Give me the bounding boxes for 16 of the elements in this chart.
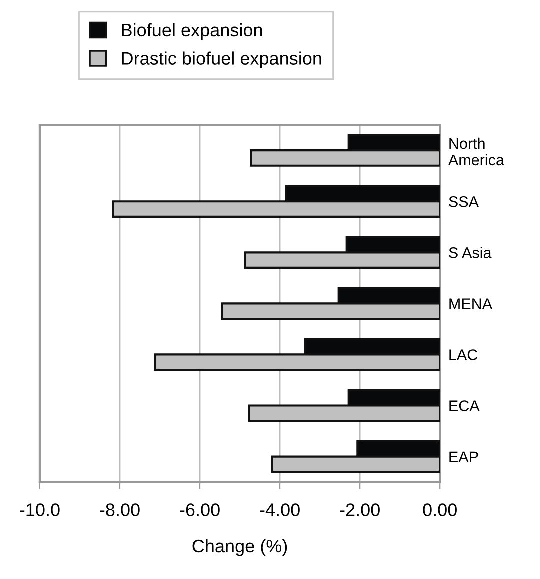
y-tick-label: MENA — [450, 298, 493, 310]
x-tick-label: -4.00 — [260, 504, 300, 516]
y-tick-label: S Asia — [449, 247, 492, 258]
x-tick-label: -2.00 — [340, 504, 380, 516]
x-tick-label: -8.00 — [100, 504, 140, 516]
x-tick-label: -10.0 — [20, 504, 60, 516]
y-tick-label: LAC — [450, 350, 478, 360]
legend-label: Drastic biofuel expansion — [122, 52, 322, 69]
x-tick-label: -6.00 — [180, 504, 220, 516]
y-tick-label: EAP — [450, 452, 478, 462]
x-axis-title: Change (%) — [192, 539, 288, 556]
x-tick-label: 0.00 — [423, 504, 457, 516]
y-tick-label: North America — [448, 138, 504, 166]
y-tick-label: ECA — [450, 400, 480, 412]
y-tick-label: SSA — [449, 196, 479, 208]
legend-label: Biofuel expansion — [122, 23, 262, 40]
